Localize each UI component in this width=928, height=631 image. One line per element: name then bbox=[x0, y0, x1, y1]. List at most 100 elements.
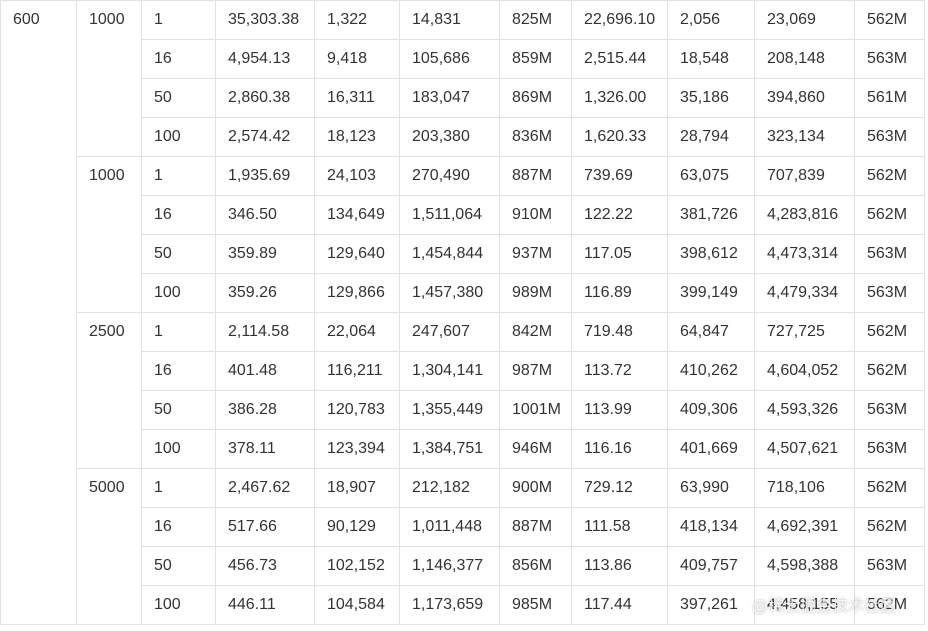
table-cell: 104,584 bbox=[314, 585, 400, 625]
table-cell: 4,458,155 bbox=[754, 585, 855, 625]
table-cell: 2,515.44 bbox=[571, 39, 668, 79]
table-cell: 842M bbox=[499, 312, 572, 352]
table-cell: 100 bbox=[141, 117, 216, 157]
table-cell: 24,103 bbox=[314, 156, 400, 196]
table-row: 16 4,954.13 9,418 105,686 859M 2,515.44 18,548… bbox=[1, 39, 925, 79]
table-cell: 16 bbox=[141, 195, 216, 235]
table-cell: 4,593,326 bbox=[754, 390, 855, 430]
table-cell: 2,114.58 bbox=[215, 312, 315, 352]
table-cell: 1,620.33 bbox=[571, 117, 668, 157]
table-cell: 16 bbox=[141, 39, 216, 79]
table-cell: 394,860 bbox=[754, 78, 855, 118]
table-cell: 1,011,448 bbox=[399, 507, 500, 547]
table-cell: 1,173,659 bbox=[399, 585, 500, 625]
table-cell: 323,134 bbox=[754, 117, 855, 157]
table-cell: 887M bbox=[499, 507, 572, 547]
table-cell: 836M bbox=[499, 117, 572, 157]
table-cell: 18,907 bbox=[314, 468, 400, 508]
table-cell: 4,604,052 bbox=[754, 351, 855, 391]
table-cell: 50 bbox=[141, 234, 216, 274]
table-cell: 100 bbox=[141, 585, 216, 625]
table-cell-first-col: 600 bbox=[0, 0, 77, 625]
table-cell: 727,725 bbox=[754, 312, 855, 352]
table-row: 1000 1 1,935.69 24,103 270,490 887M 739.69 63,0… bbox=[1, 156, 925, 313]
table-cell: 16,311 bbox=[314, 78, 400, 118]
table-cell: 718,106 bbox=[754, 468, 855, 508]
table-cell-group: 1000 bbox=[76, 156, 142, 313]
table-cell: 4,473,314 bbox=[754, 234, 855, 274]
table-cell: 4,598,388 bbox=[754, 546, 855, 586]
table-row: 16 517.66 90,129 1,011,448 887M 111.58 418,134… bbox=[1, 507, 925, 547]
table-cell: 399,149 bbox=[667, 273, 755, 313]
table-cell: 398,612 bbox=[667, 234, 755, 274]
table-cell: 100 bbox=[141, 429, 216, 469]
table-cell: 129,640 bbox=[314, 234, 400, 274]
table-cell: 35,303.38 bbox=[215, 0, 315, 40]
table-cell: 212,182 bbox=[399, 468, 500, 508]
table-cell: 563M bbox=[854, 546, 925, 586]
table-cell: 397,261 bbox=[667, 585, 755, 625]
table-cell: 1,935.69 bbox=[215, 156, 315, 196]
table-cell: 63,990 bbox=[667, 468, 755, 508]
table-cell: 937M bbox=[499, 234, 572, 274]
table-cell: 456.73 bbox=[215, 546, 315, 586]
table-cell: 35,186 bbox=[667, 78, 755, 118]
table-cell: 446.11 bbox=[215, 585, 315, 625]
table-cell: 1,322 bbox=[314, 0, 400, 40]
table-cell: 563M bbox=[854, 117, 925, 157]
table-cell: 208,148 bbox=[754, 39, 855, 79]
table-cell: 100 bbox=[141, 273, 216, 313]
table-cell: 4,479,334 bbox=[754, 273, 855, 313]
table-cell: 50 bbox=[141, 546, 216, 586]
table-cell: 707,839 bbox=[754, 156, 855, 196]
table-cell: 117.44 bbox=[571, 585, 668, 625]
table-cell: 563M bbox=[854, 234, 925, 274]
table-cell: 9,418 bbox=[314, 39, 400, 79]
table-row: 100 446.11 104,584 1,173,659 985M 117.44 397,2… bbox=[1, 585, 925, 625]
table-row: 100 2,574.42 18,123 203,380 836M 1,620.33 28,7… bbox=[1, 117, 925, 157]
table-cell: 562M bbox=[854, 507, 925, 547]
table-cell: 562M bbox=[854, 585, 925, 625]
table-cell: 1 bbox=[141, 312, 216, 352]
table-cell: 1001M bbox=[499, 390, 572, 430]
table-cell-group: 5000 bbox=[76, 468, 142, 625]
table-cell: 900M bbox=[499, 468, 572, 508]
table-cell: 18,548 bbox=[667, 39, 755, 79]
table-cell: 1,304,141 bbox=[399, 351, 500, 391]
table-cell: 1 bbox=[141, 0, 216, 40]
table-cell: 116.89 bbox=[571, 273, 668, 313]
table-cell: 23,069 bbox=[754, 0, 855, 40]
table-cell: 203,380 bbox=[399, 117, 500, 157]
table-cell: 123,394 bbox=[314, 429, 400, 469]
table-row: 100 378.11 123,394 1,384,751 946M 116.16 401,6… bbox=[1, 429, 925, 469]
table-cell: 134,649 bbox=[314, 195, 400, 235]
table-cell: 18,123 bbox=[314, 117, 400, 157]
table-cell: 825M bbox=[499, 0, 572, 40]
table-cell: 409,757 bbox=[667, 546, 755, 586]
table-cell: 120,783 bbox=[314, 390, 400, 430]
table-cell: 563M bbox=[854, 429, 925, 469]
table-cell: 401,669 bbox=[667, 429, 755, 469]
table-cell: 989M bbox=[499, 273, 572, 313]
table-cell: 105,686 bbox=[399, 39, 500, 79]
table-cell: 247,607 bbox=[399, 312, 500, 352]
table-row: 50 359.89 129,640 1,454,844 937M 117.05 398,61… bbox=[1, 234, 925, 274]
table-cell: 22,696.10 bbox=[571, 0, 668, 40]
table-cell: 563M bbox=[854, 273, 925, 313]
table-cell: 562M bbox=[854, 312, 925, 352]
table-cell: 869M bbox=[499, 78, 572, 118]
table-cell: 64,847 bbox=[667, 312, 755, 352]
table-cell: 987M bbox=[499, 351, 572, 391]
table-cell: 1,146,377 bbox=[399, 546, 500, 586]
table-cell: 856M bbox=[499, 546, 572, 586]
table-cell: 129,866 bbox=[314, 273, 400, 313]
table-cell: 359.26 bbox=[215, 273, 315, 313]
table-cell: 381,726 bbox=[667, 195, 755, 235]
table-cell: 90,129 bbox=[314, 507, 400, 547]
table-cell: 563M bbox=[854, 39, 925, 79]
table-cell: 563M bbox=[854, 390, 925, 430]
table-row: 50 2,860.38 16,311 183,047 869M 1,326.00 35,18… bbox=[1, 78, 925, 118]
